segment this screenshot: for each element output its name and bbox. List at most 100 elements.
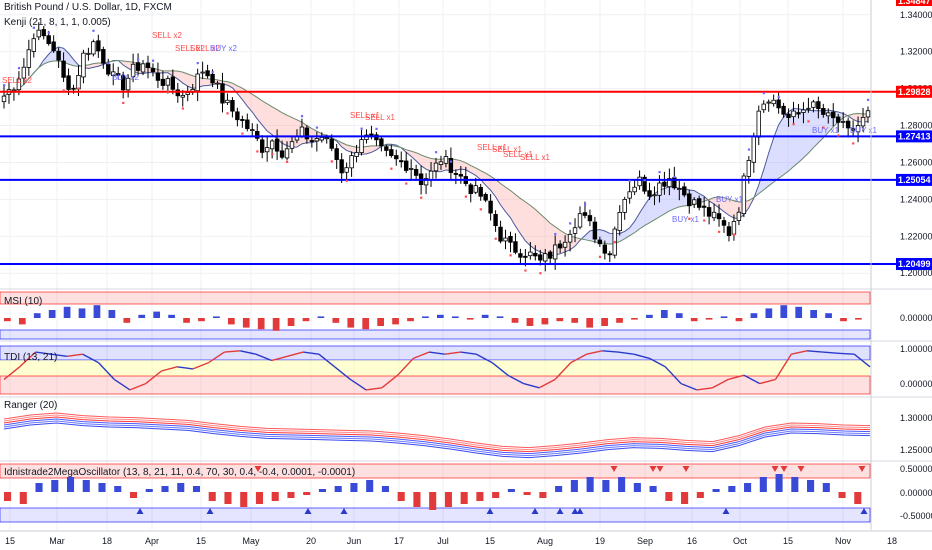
tdi-line-segment xyxy=(460,351,477,355)
signal-dot xyxy=(658,171,661,174)
candle-body xyxy=(329,138,334,149)
oscillator-axis-tick: 0.00000 xyxy=(900,488,932,498)
msi-bar xyxy=(735,318,743,322)
tdi-line-segment xyxy=(224,350,241,353)
signal-dot xyxy=(107,62,110,65)
mega-oscillator-pane-title[interactable]: Idnistrade2MegaOscillator (13, 8, 21, 11… xyxy=(4,467,356,478)
candle-body xyxy=(81,52,86,78)
tdi-line-segment xyxy=(523,382,540,389)
price-level-tag-label: 1.20499 xyxy=(898,259,931,269)
msi-bar xyxy=(541,318,549,325)
candle-body xyxy=(716,213,722,220)
tdi-line-segment xyxy=(791,350,808,355)
price-axis[interactable]: 1.34000 1.32000 1.30000 1.28000 1.26000 1.240… xyxy=(870,0,932,530)
signal-dot xyxy=(807,120,810,123)
signal-dot xyxy=(300,115,304,118)
candle-body xyxy=(657,182,662,196)
date-axis-label: 17 xyxy=(394,536,404,546)
top-price-tag-label: 1.34847 xyxy=(898,0,931,6)
mega-bar xyxy=(82,480,90,492)
signal-dot xyxy=(583,203,587,206)
oscillator-axis-tick: 0.50000 xyxy=(900,464,932,474)
mega-bar xyxy=(224,492,232,504)
candle-body xyxy=(662,181,667,187)
date-axis[interactable]: 15 Mar 18 Apr 15 May 20 Jun 17 Jul 15 Aug 19 Sep 16 Oct… xyxy=(0,530,932,546)
tdi-line xyxy=(3,350,871,391)
kenji-cloud-segment xyxy=(267,103,273,135)
candle-body xyxy=(538,254,543,261)
mega-bar xyxy=(66,477,75,492)
kenji-cloud-segment xyxy=(669,186,675,211)
mega-sell-triangle xyxy=(780,466,788,472)
msi-bar xyxy=(153,311,161,318)
signal-label: BUY x2 xyxy=(210,44,238,53)
candle-body xyxy=(66,75,71,90)
tdi-line-segment xyxy=(602,350,619,353)
candle-body xyxy=(855,125,861,133)
ranger-pane-title[interactable]: Ranger (20) xyxy=(4,400,58,411)
oscillator-axis-tick: -0.50000 xyxy=(900,511,932,521)
candle-body xyxy=(334,148,339,160)
price-level-lines[interactable] xyxy=(0,90,896,266)
signal-dot xyxy=(718,230,721,233)
candle-body xyxy=(41,29,46,37)
mega-bar xyxy=(114,486,122,492)
msi-bar xyxy=(93,305,101,318)
msi-bar xyxy=(138,314,146,318)
tdi-line-segment xyxy=(51,353,68,357)
tdi-line-segment xyxy=(633,353,650,360)
signal-dot xyxy=(435,151,438,154)
kenji-cloud-segment xyxy=(480,170,486,186)
candle-body xyxy=(240,119,245,121)
signal-dot xyxy=(271,152,274,156)
kenji-cloud-segment xyxy=(202,78,208,86)
candle-body xyxy=(577,213,583,228)
kenji-cloud-segment xyxy=(793,108,799,167)
mega-bar xyxy=(271,492,279,501)
mega-bar xyxy=(791,477,799,492)
signal-dot xyxy=(241,132,244,135)
mega-buy-triangle xyxy=(571,508,579,514)
tdi-pane-title[interactable]: TDI (13, 21) xyxy=(4,352,58,363)
candle-body xyxy=(721,220,727,226)
msi-bar xyxy=(183,318,190,323)
tdi-line-segment xyxy=(853,353,871,368)
tdi-line-segment xyxy=(145,370,162,385)
msi-bar xyxy=(272,318,280,331)
signal-dot xyxy=(405,182,408,185)
kenji-cloud-segment xyxy=(426,156,432,172)
candle-body xyxy=(120,75,126,91)
candle-body xyxy=(562,241,568,248)
kenji-cloud-segment xyxy=(545,218,551,256)
candle-body xyxy=(806,107,811,110)
msi-bar xyxy=(63,306,71,318)
candle-body xyxy=(31,38,36,52)
candle-body xyxy=(170,76,176,90)
kenji-indicator-title[interactable]: Kenji (21, 8, 1, 1, 0.005) xyxy=(4,17,111,28)
candle-body xyxy=(284,148,290,159)
kenji-cloud-segment xyxy=(282,112,288,146)
msi-bar xyxy=(287,318,295,326)
candle-body xyxy=(408,168,414,170)
msi-bar xyxy=(720,316,728,318)
mega-sell-triangle xyxy=(254,466,262,472)
signal-label: SELL x1 xyxy=(520,153,550,162)
kenji-cloud-segment xyxy=(664,186,670,214)
candle-body xyxy=(264,147,270,153)
mega-sell-triangle xyxy=(682,466,690,472)
msi-pane-title[interactable]: MSI (10) xyxy=(4,296,43,307)
kenji-cloud-segment xyxy=(48,49,54,62)
candle-body xyxy=(359,139,364,153)
price-level-tag xyxy=(896,173,932,186)
candle-body xyxy=(572,227,578,234)
mega-bar xyxy=(51,480,59,492)
kenji-cloud-segment xyxy=(421,154,427,170)
candle-body xyxy=(438,161,444,165)
candle-body xyxy=(711,211,717,219)
candle-body xyxy=(761,103,766,111)
mega-bar xyxy=(161,486,169,492)
candle-body xyxy=(850,128,856,131)
candle-body xyxy=(404,160,409,171)
signal-dot xyxy=(539,272,542,275)
